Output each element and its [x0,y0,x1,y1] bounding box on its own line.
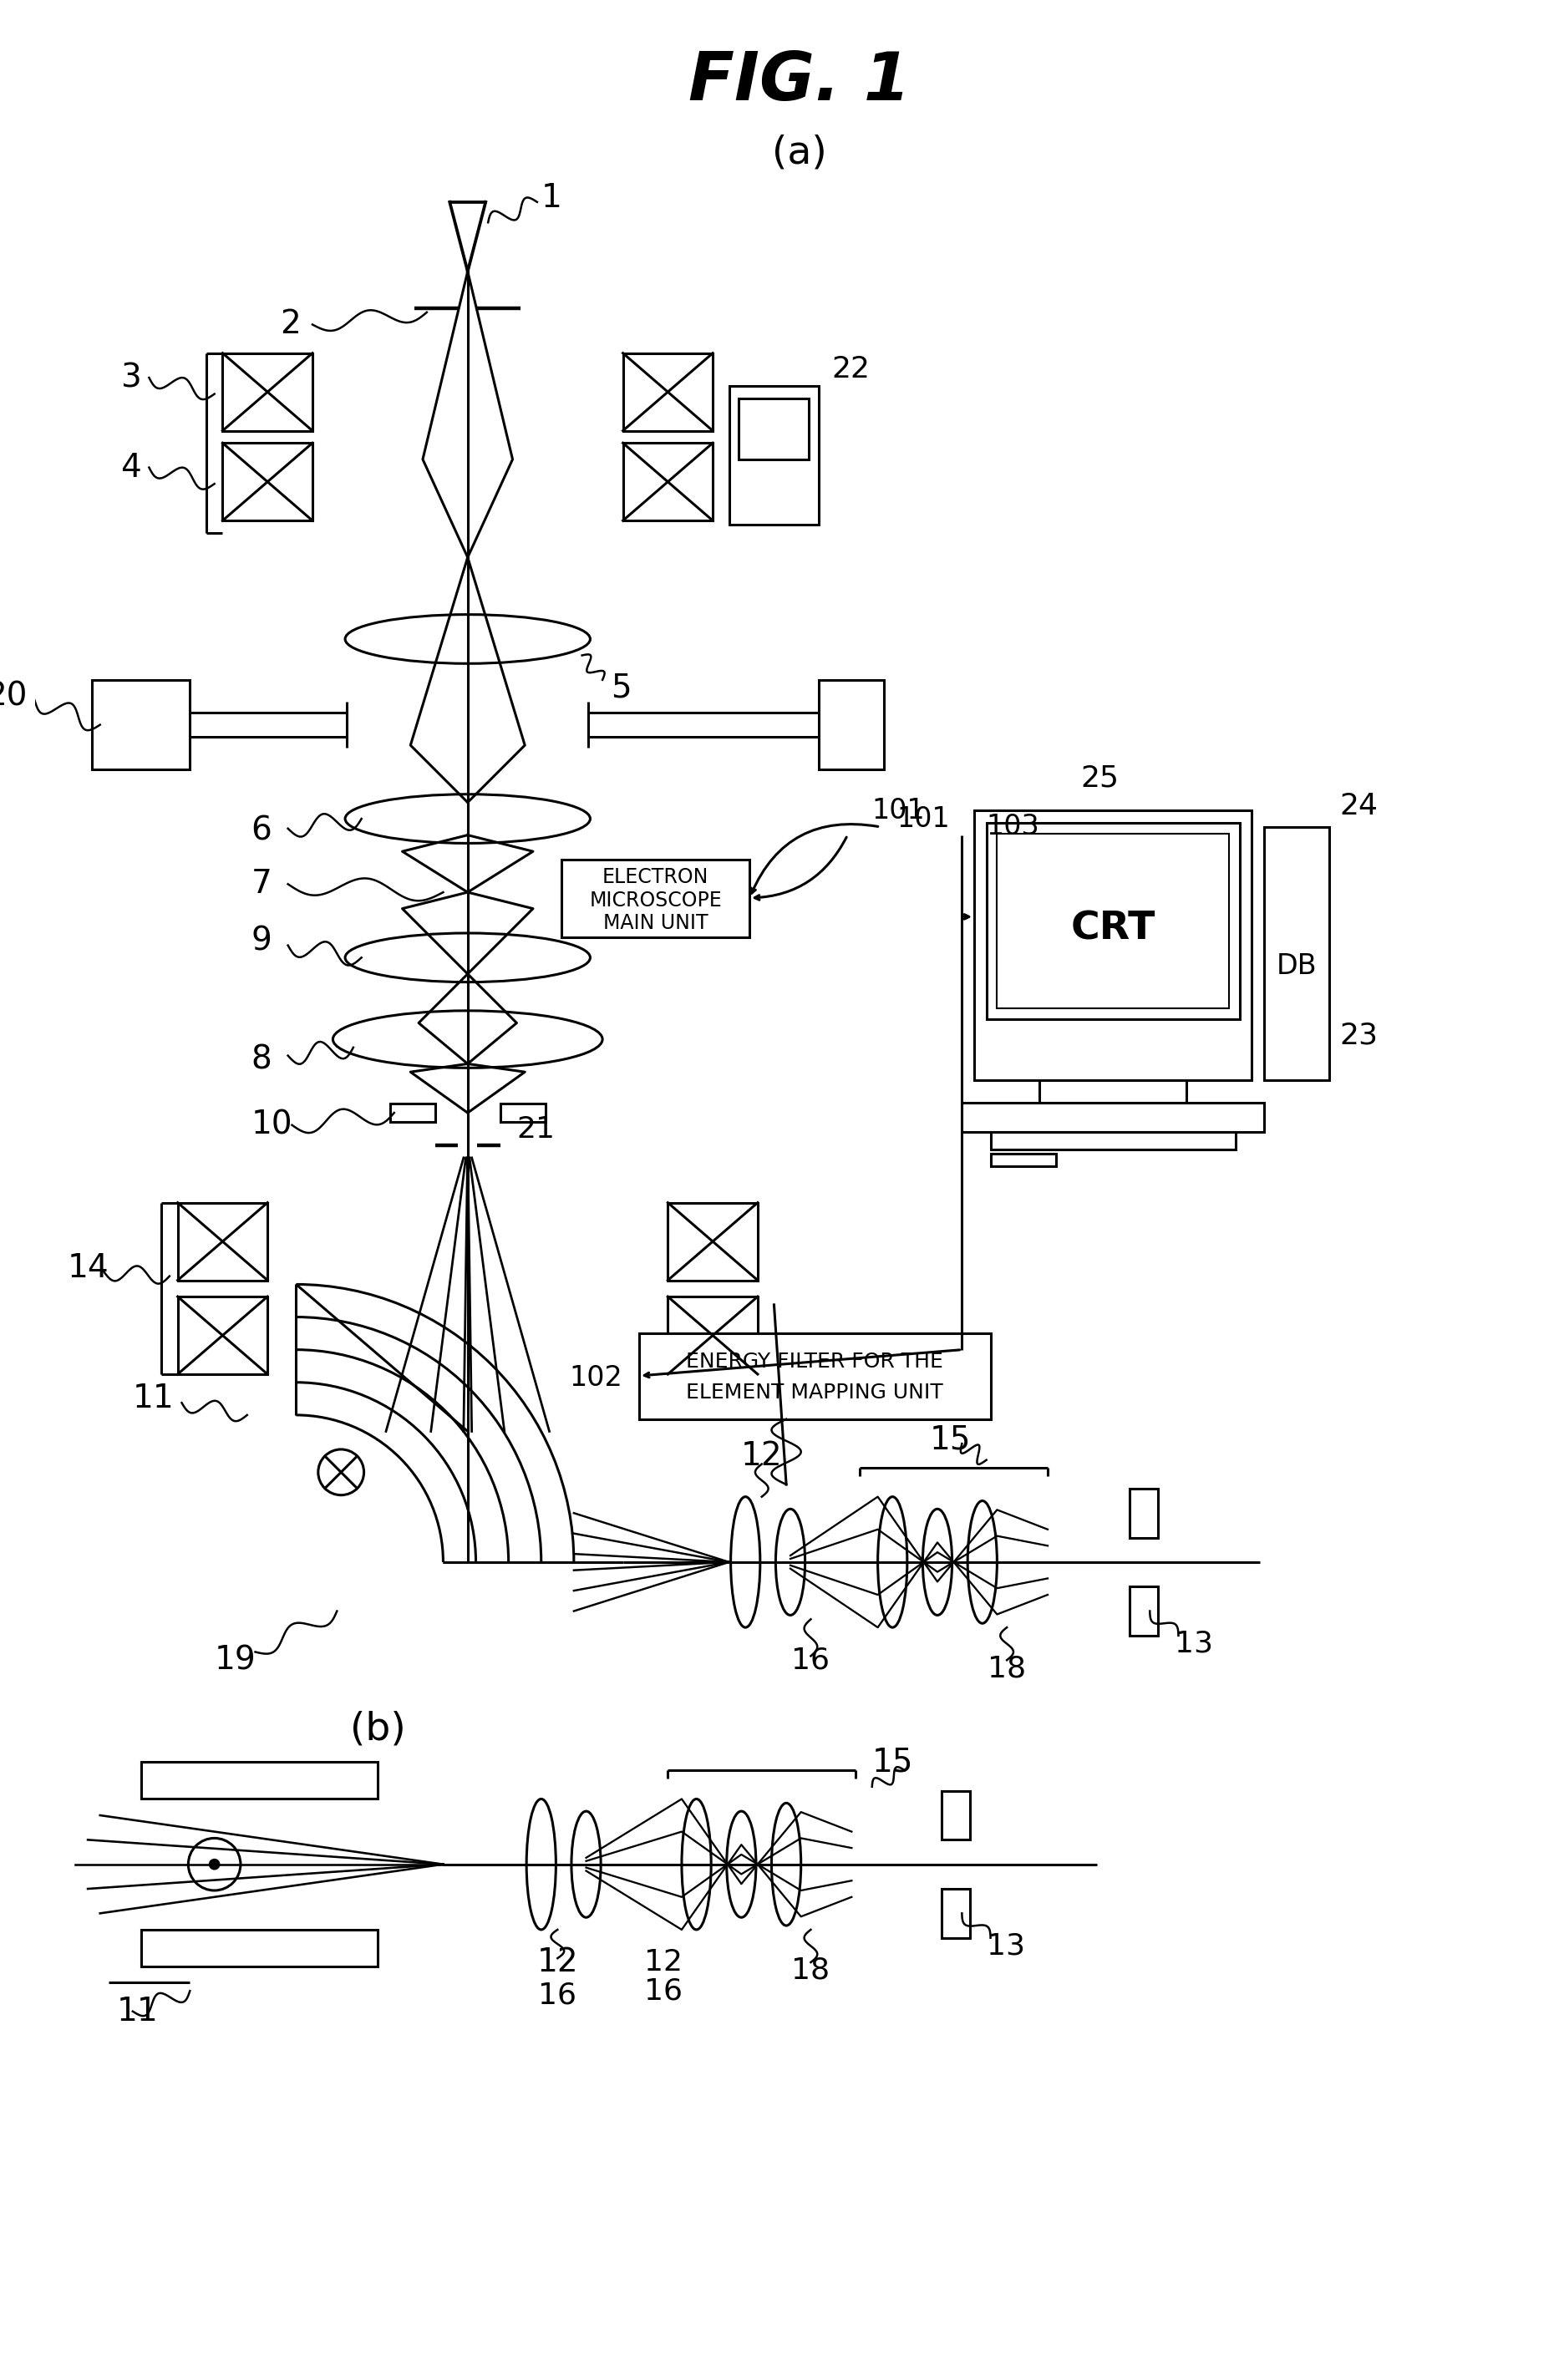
Text: (a): (a) [773,133,827,171]
Text: 16: 16 [538,1980,577,2009]
Text: 23: 23 [1339,1021,1378,1050]
Bar [990,1154,1056,1166]
Ellipse shape [333,1012,602,1069]
Text: 5: 5 [610,671,632,704]
Text: ENERGY FILTER FOR THE: ENERGY FILTER FOR THE [687,1352,943,1371]
Text: 16: 16 [791,1647,830,1673]
Bar [974,812,1251,1081]
Ellipse shape [730,1497,760,1628]
Text: 1: 1 [541,181,561,214]
Ellipse shape [346,795,590,843]
Bar [178,1297,267,1373]
Text: 12: 12 [644,1949,683,1975]
Text: 14: 14 [67,1252,109,1283]
Text: 15: 15 [929,1423,971,1457]
Bar [222,443,313,521]
Text: 101: 101 [873,797,926,823]
Bar [640,1333,990,1418]
Text: 11: 11 [133,1383,174,1414]
Circle shape [208,1859,221,1871]
Text: 21: 21 [516,1114,555,1142]
Text: CRT: CRT [1071,909,1156,947]
Bar [141,1761,378,1799]
Circle shape [188,1837,241,1890]
Text: 18: 18 [791,1956,830,1985]
Bar [738,397,809,459]
Text: 16: 16 [644,1978,683,2004]
Ellipse shape [527,1799,555,1930]
Bar [622,443,713,521]
Bar [1129,1587,1157,1635]
Ellipse shape [877,1497,907,1628]
Bar [561,859,749,938]
Text: 20: 20 [0,681,27,712]
Text: 3: 3 [120,362,141,393]
Bar [990,1130,1236,1150]
Text: ELEMENT MAPPING UNIT: ELEMENT MAPPING UNIT [687,1383,943,1402]
Text: 4: 4 [120,452,141,483]
Bar [500,1104,546,1121]
Text: 11: 11 [116,1994,158,2028]
Text: 6: 6 [252,814,272,847]
Bar [729,386,820,524]
Bar [962,1102,1264,1130]
Ellipse shape [776,1509,805,1616]
Text: 25: 25 [1081,764,1118,793]
Bar [1040,1081,1187,1102]
Ellipse shape [771,1804,801,1925]
Ellipse shape [923,1509,952,1616]
Text: 19: 19 [214,1645,256,1676]
Text: 2: 2 [280,309,300,340]
Text: 13: 13 [1175,1630,1212,1659]
Bar [1129,1488,1157,1537]
Bar [222,352,313,431]
Text: MAIN UNIT: MAIN UNIT [604,914,708,933]
Bar [622,352,713,431]
Bar [389,1104,435,1121]
Bar [820,681,884,769]
Ellipse shape [727,1811,755,1918]
Bar [1264,826,1329,1081]
Text: 103: 103 [987,814,1040,840]
Text: ELECTRON: ELECTRON [602,869,708,888]
Text: 13: 13 [987,1933,1024,1961]
Text: 12: 12 [741,1440,782,1471]
Bar [178,1202,267,1280]
Text: DB: DB [1276,952,1317,981]
Bar [996,833,1229,1009]
Ellipse shape [346,614,590,664]
Bar [668,1202,757,1280]
Text: 18: 18 [987,1654,1026,1683]
Bar [92,681,189,769]
Text: 22: 22 [830,355,870,383]
Text: 102: 102 [569,1364,622,1392]
Text: 7: 7 [252,869,272,900]
Text: 15: 15 [873,1747,913,1778]
Bar [141,1930,378,1966]
Text: FIG. 1: FIG. 1 [688,50,910,114]
Text: (b): (b) [350,1711,405,1749]
Text: MICROSCOPE: MICROSCOPE [590,890,723,912]
Text: 10: 10 [252,1109,292,1140]
Ellipse shape [968,1502,996,1623]
Text: 9: 9 [252,926,272,957]
Bar [987,823,1240,1019]
Text: 12: 12 [536,1947,579,1978]
Ellipse shape [571,1811,601,1918]
Ellipse shape [682,1799,712,1930]
Bar [668,1297,757,1373]
Circle shape [317,1449,364,1495]
Ellipse shape [346,933,590,983]
Text: 101: 101 [896,804,949,833]
Text: 8: 8 [252,1045,272,1076]
Bar [942,1890,970,1937]
Bar [942,1790,970,1840]
Text: 24: 24 [1339,793,1378,821]
